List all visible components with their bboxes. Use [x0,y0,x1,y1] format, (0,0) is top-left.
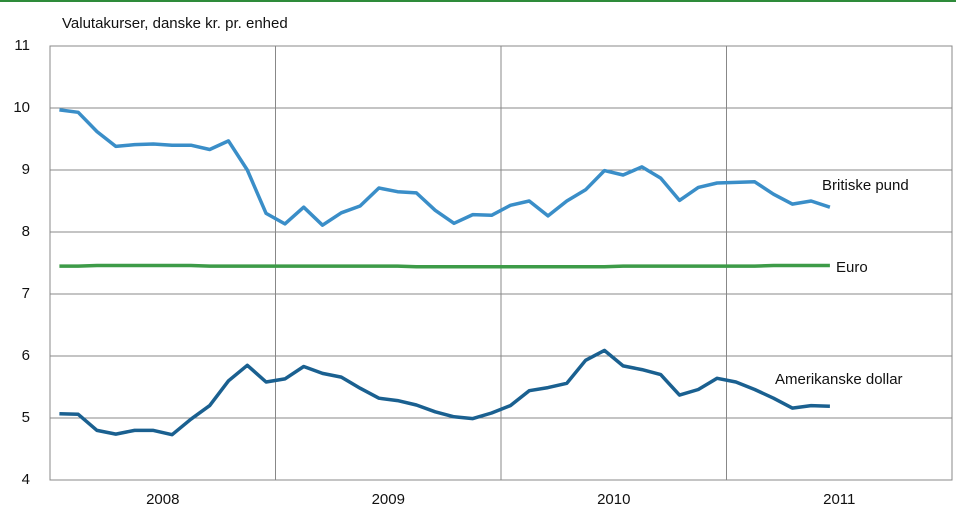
series-label: Euro [836,259,868,276]
y-tick-label: 6 [22,347,30,364]
y-tick-label: 11 [14,37,30,54]
series-label: Britiske pund [822,177,909,194]
y-tick-label: 10 [13,99,30,116]
series-line [59,263,830,269]
x-tick-label: 2010 [597,491,630,508]
series-line [59,348,830,437]
y-tick-label: 9 [22,161,30,178]
y-axis-title: Valutakurser, danske kr. pr. enhed [62,15,288,32]
series-label: Amerikanske dollar [775,371,903,388]
x-tick-label: 2009 [372,491,405,508]
x-tick-label: 2011 [823,491,855,508]
y-tick-label: 8 [22,223,30,240]
y-tick-label: 7 [22,285,30,302]
series-line [59,108,831,227]
y-tick-label: 4 [22,471,30,488]
y-tick-label: 5 [22,409,30,426]
x-tick-label: 2008 [146,491,179,508]
